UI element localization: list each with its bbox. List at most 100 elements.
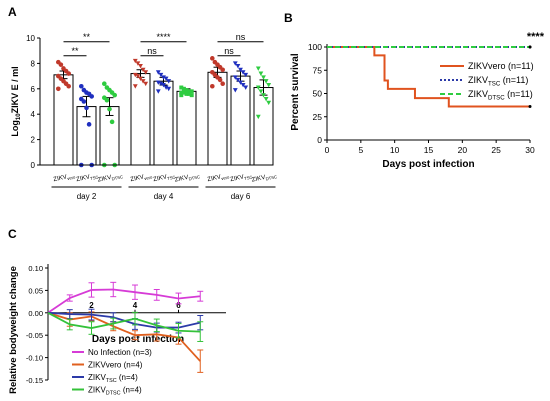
a-data-point <box>238 67 243 73</box>
a-data-point <box>132 58 138 64</box>
a-data-point <box>179 85 184 90</box>
b-y-tick-label: 0 <box>317 135 322 145</box>
a-data-point <box>266 100 272 106</box>
b-x-tick-label: 25 <box>491 145 501 155</box>
a-category-label: ZIKVDTSC <box>174 171 200 184</box>
b-legend-label: ZIKVTSC (n=11) <box>468 75 528 88</box>
a-data-point <box>166 86 172 92</box>
a-data-point <box>155 80 161 85</box>
a-data-point <box>86 122 92 127</box>
a-data-point <box>187 91 192 96</box>
a-data-point <box>155 89 161 94</box>
a-group-label: day 6 <box>231 192 251 201</box>
panel-b-legend: ZIKVvero (n=11) ZIKVTSC (n=11)ZIKVDTSC (n… <box>440 61 534 102</box>
a-category-label: ZIKVvero <box>130 172 154 184</box>
a-y-tick-label: 4 <box>31 110 36 119</box>
panel-c-lines <box>47 281 204 373</box>
a-group-label: day 4 <box>154 192 174 201</box>
a-data-point <box>255 114 261 120</box>
a-data-point <box>240 70 246 75</box>
a-sig-label: ** <box>71 46 79 56</box>
a-data-point <box>158 81 164 87</box>
c-y-tick-label: 0.00 <box>28 309 43 318</box>
a-data-point <box>161 82 166 88</box>
c-x-tick-label: 6 <box>176 301 181 310</box>
b-x-axis-label: Days post infection <box>382 159 474 170</box>
a-data-point <box>140 79 146 84</box>
b-x-tick-label: 0 <box>325 145 330 155</box>
b-y-tick-label: 50 <box>313 89 323 99</box>
a-data-point <box>163 76 169 82</box>
a-data-point <box>181 90 186 95</box>
a-data-point <box>84 105 89 111</box>
c-y-tick-label: -0.10 <box>26 354 43 363</box>
c-legend-label: No Infection (n=3) <box>88 348 152 357</box>
a-data-point <box>184 88 189 93</box>
a-data-point <box>235 63 241 69</box>
a-group-label: day 2 <box>77 192 97 201</box>
a-sig-label: ns <box>147 46 157 56</box>
a-sig-label: ns <box>236 32 246 42</box>
panel-b-axes: 0 25 50 75 100 0 5 10 15 20 25 30 Days post infectio… <box>290 31 545 170</box>
a-data-point <box>179 93 184 98</box>
panel-b-letter: B <box>284 11 293 25</box>
a-y-tick-label: 8 <box>31 59 36 68</box>
a-data-point <box>89 94 94 99</box>
a-data-point <box>58 62 64 67</box>
c-y-tick-label: -0.15 <box>26 376 43 385</box>
a-data-point <box>184 91 189 96</box>
b-annotation: **** <box>527 31 545 43</box>
b-x-tick-label: 10 <box>390 145 400 155</box>
a-data-point <box>220 81 225 87</box>
a-data-point <box>143 70 149 75</box>
a-data-point <box>232 75 238 80</box>
a-data-point <box>263 79 269 84</box>
a-category-label: ZIKVDTSC <box>251 171 277 184</box>
panel-a-points <box>56 56 272 168</box>
a-data-point <box>232 61 238 66</box>
c-series-line <box>47 312 201 333</box>
a-data-point <box>243 85 249 90</box>
a-bar <box>153 80 174 166</box>
panel-c-letter: C <box>8 227 17 241</box>
a-sig-label: ns <box>224 46 234 56</box>
a-data-point <box>232 88 238 93</box>
a-data-point <box>132 84 138 89</box>
a-data-point <box>210 83 215 89</box>
a-data-point <box>161 75 166 80</box>
a-category-label: ZIKVTSC <box>76 172 99 184</box>
a-category-label: ZIKVTSC <box>230 172 253 184</box>
a-category-label: ZIKVvero <box>53 172 77 184</box>
panel-b-lines <box>327 45 532 109</box>
b-y-tick-label: 75 <box>313 65 323 75</box>
c-series-line <box>47 311 201 362</box>
a-data-point <box>235 77 241 83</box>
a-data-point <box>240 82 246 88</box>
a-data-point <box>243 72 249 78</box>
b-y-tick-label: 100 <box>308 42 322 52</box>
a-data-point <box>217 77 223 83</box>
c-legend-label: ZIKVDTSC (n=4) <box>88 386 142 397</box>
c-y-axis-label: Relative bodyweight change <box>8 266 19 394</box>
a-data-point <box>112 92 117 98</box>
a-data-point <box>107 106 112 112</box>
a-y-tick-label: 0 <box>31 161 36 170</box>
panel-c-legend: No Infection (n=3) ZIKVvero (n=4) ZIKVTSC … <box>72 348 152 397</box>
a-category-label: ZIKVvero <box>207 172 231 184</box>
a-data-point <box>138 63 143 69</box>
a-data-point <box>210 56 215 61</box>
b-legend-label: ZIKVDTSC (n=11) <box>468 89 533 102</box>
a-bar <box>253 87 274 166</box>
a-data-point <box>155 70 161 75</box>
a-data-point <box>109 119 115 125</box>
a-data-point <box>140 67 146 73</box>
b-legend-label: ZIKVvero (n=11) <box>468 61 534 71</box>
a-sig-label: ** <box>83 32 91 42</box>
a-data-point <box>102 81 107 87</box>
a-data-point <box>66 83 71 89</box>
a-data-point <box>238 80 243 85</box>
